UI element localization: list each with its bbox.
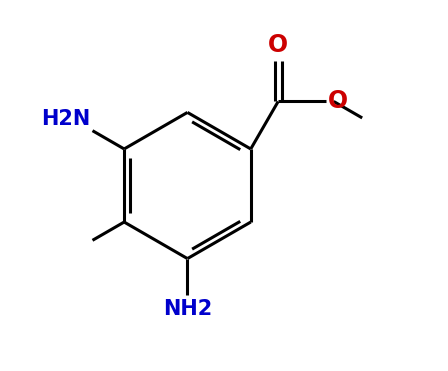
Text: NH2: NH2: [163, 299, 212, 319]
Text: O: O: [268, 33, 288, 56]
Text: H2N: H2N: [41, 109, 90, 129]
Text: O: O: [327, 89, 348, 114]
